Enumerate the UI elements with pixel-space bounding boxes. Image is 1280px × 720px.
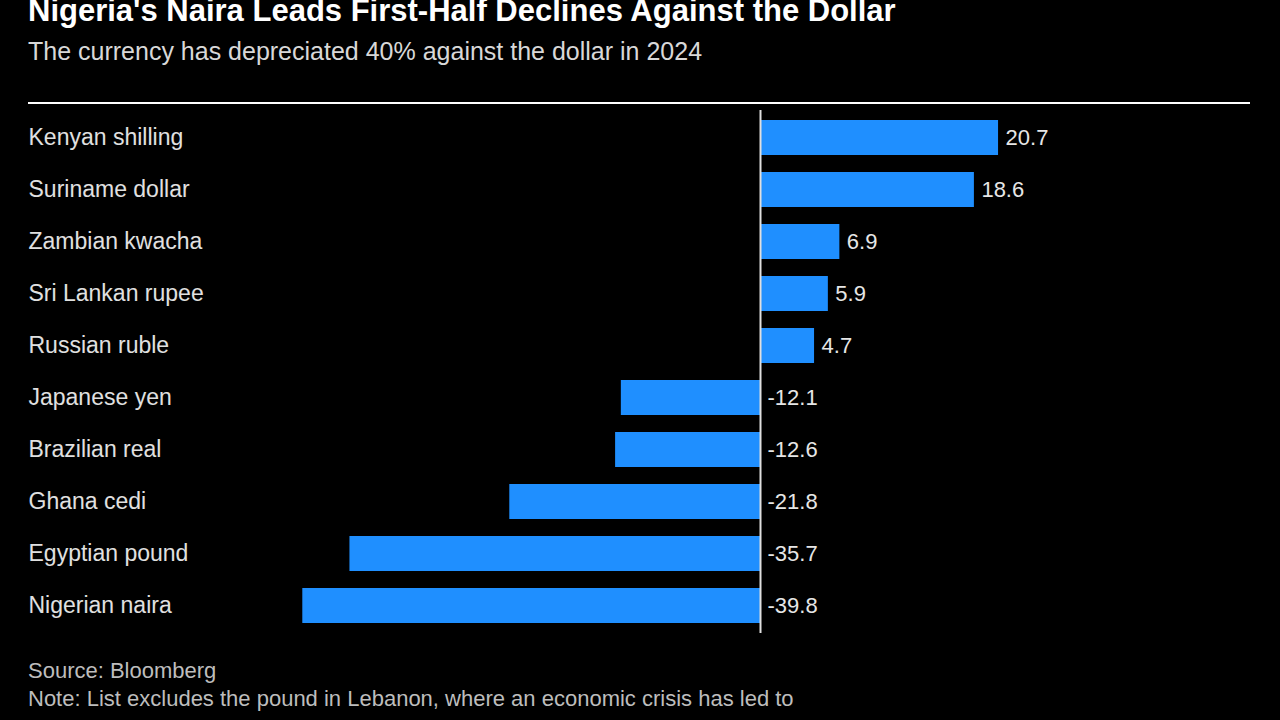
svg-text:-21.8: -21.8 xyxy=(768,489,818,514)
svg-text:Brazilian real: Brazilian real xyxy=(29,436,162,462)
svg-text:Nigerian naira: Nigerian naira xyxy=(29,592,172,618)
svg-text:18.6: 18.6 xyxy=(981,177,1024,202)
svg-text:Russian ruble: Russian ruble xyxy=(29,332,170,358)
svg-text:6.9: 6.9 xyxy=(847,229,878,254)
svg-text:Kenyan shilling: Kenyan shilling xyxy=(29,124,184,150)
html-text:The currency has depreciated 4: The currency has depreciated 40% against… xyxy=(28,37,702,65)
svg-text:-39.8: -39.8 xyxy=(768,593,818,618)
svg-text:-35.7: -35.7 xyxy=(768,541,818,566)
svg-text:Egyptian pound: Egyptian pound xyxy=(29,540,189,566)
svg-text:-12.6: -12.6 xyxy=(768,437,818,462)
svg-text:Ghana cedi: Ghana cedi xyxy=(29,488,147,514)
svg-text:20.7: 20.7 xyxy=(1006,125,1049,150)
svg-text:Zambian kwacha: Zambian kwacha xyxy=(29,228,203,254)
svg-text:Japanese yen: Japanese yen xyxy=(29,384,172,410)
svg-text:Suriname dollar: Suriname dollar xyxy=(29,176,190,202)
svg-text:Sri Lankan rupee: Sri Lankan rupee xyxy=(29,280,204,306)
svg-text:5.9: 5.9 xyxy=(835,281,866,306)
svg-text:-12.1: -12.1 xyxy=(768,385,818,410)
html-text:Note: List excludes the pound: Note: List excludes the pound in Lebanon… xyxy=(28,686,794,711)
html-text:Source: Bloomberg: Source: Bloomberg xyxy=(28,658,217,683)
svg-text:4.7: 4.7 xyxy=(822,333,853,358)
